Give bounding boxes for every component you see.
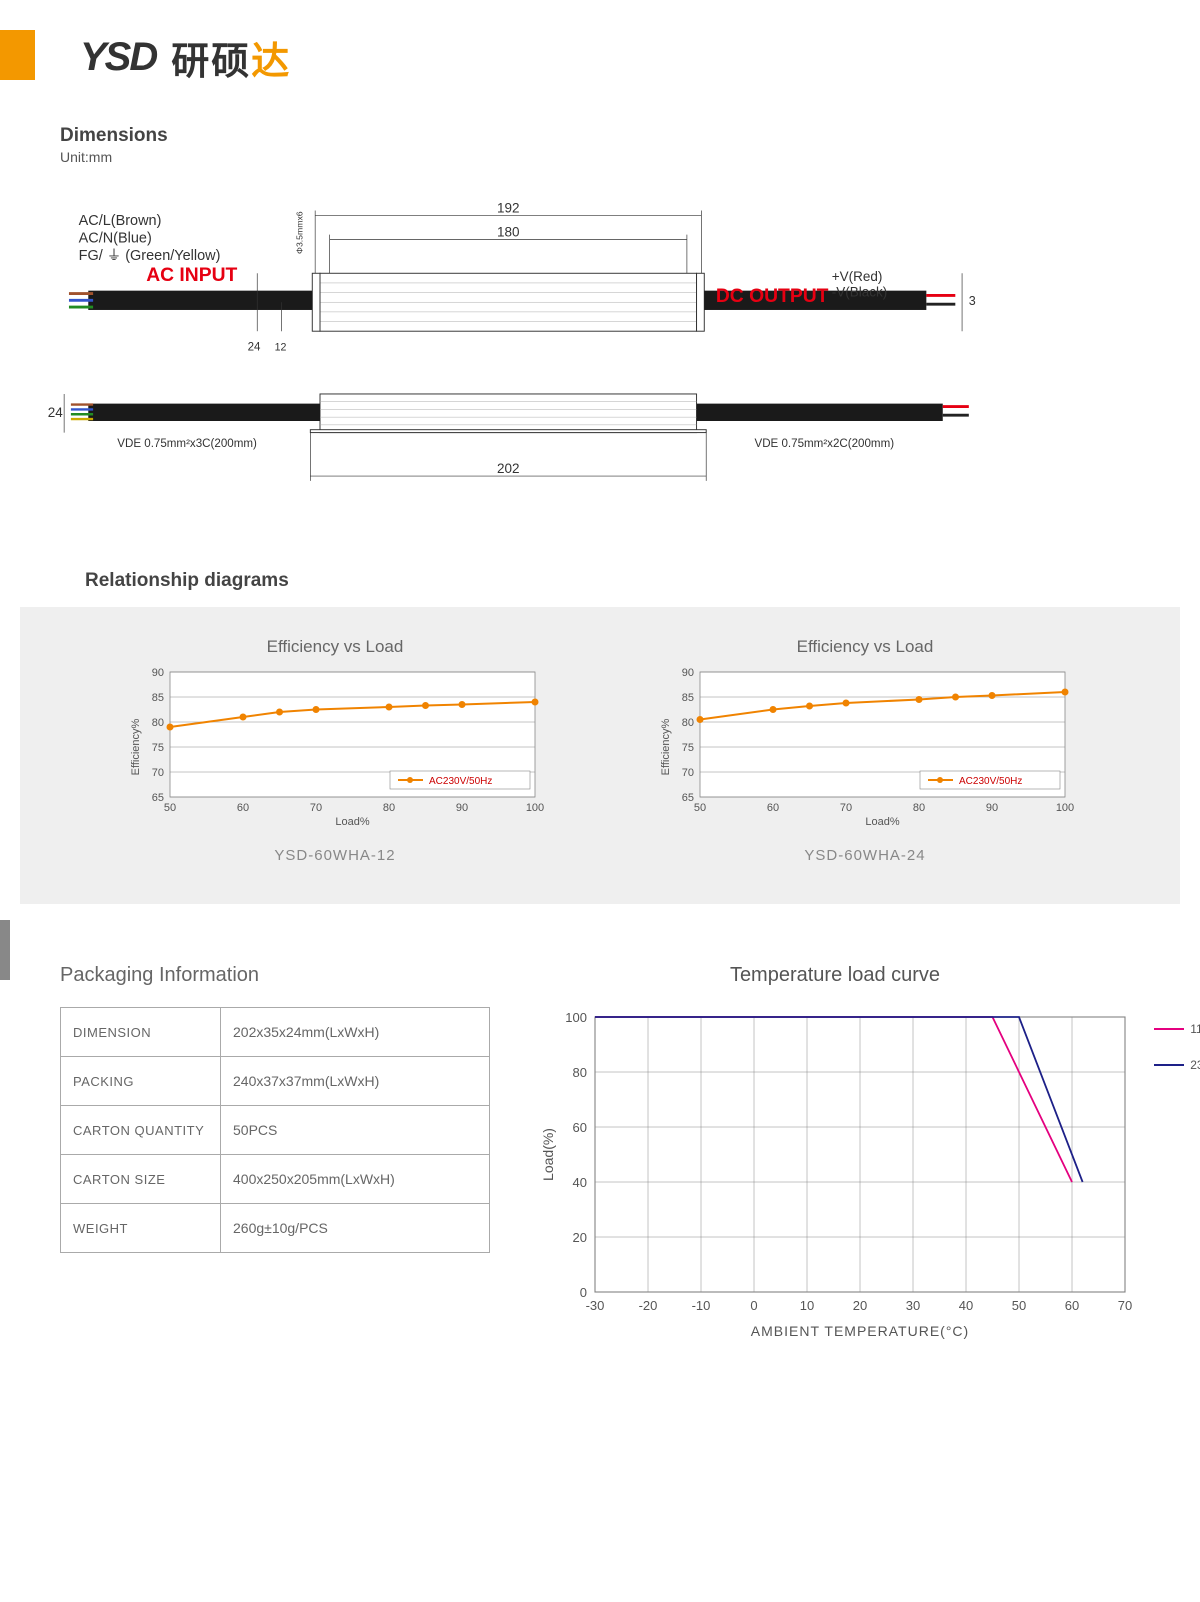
svg-text:85: 85 <box>152 692 164 704</box>
eff-chart-right-caption: YSD-60WHA-24 <box>645 847 1085 864</box>
svg-text:80: 80 <box>573 1065 587 1080</box>
eff-chart-left-caption: YSD-60WHA-12 <box>115 847 555 864</box>
eff-chart-right-title: Efficiency vs Load <box>645 637 1085 657</box>
svg-text:AC230V/50Hz: AC230V/50Hz <box>429 776 492 787</box>
table-row: CARTON SIZE400x250x205mm(LxWxH) <box>61 1155 490 1204</box>
svg-text:70: 70 <box>310 802 322 814</box>
grey-side-tab <box>0 920 10 980</box>
temperature-chart: Temperature load curve -30 -20 -10 0 10 20 30 4… <box>530 964 1140 1342</box>
svg-text:180: 180 <box>497 225 520 240</box>
dimensions-diagram: AC/L(Brown)AC/N(Blue)FG/ ⏚ (Green/Yellow… <box>40 200 1160 530</box>
svg-text:70: 70 <box>682 767 694 779</box>
svg-text:65: 65 <box>152 792 164 804</box>
svg-text:FG/ ⏚ (Green/Yellow): FG/ ⏚ (Green/Yellow) <box>79 247 221 264</box>
temp-legend: 115Vac 230Vac <box>1154 1022 1200 1094</box>
svg-text:Efficiency%: Efficiency% <box>660 718 672 775</box>
svg-text:20: 20 <box>573 1230 587 1245</box>
svg-text:+V(Red): +V(Red) <box>832 269 883 284</box>
svg-text:90: 90 <box>152 667 164 679</box>
svg-text:75: 75 <box>152 742 164 754</box>
svg-text:202: 202 <box>497 461 520 476</box>
svg-text:Efficiency%: Efficiency% <box>130 718 142 775</box>
temperature-title: Temperature load curve <box>530 964 1140 987</box>
svg-text:-30: -30 <box>586 1298 605 1313</box>
svg-text:AC/L(Brown): AC/L(Brown) <box>79 213 162 229</box>
eff-chart-left-title: Efficiency vs Load <box>115 637 555 657</box>
logo: YSD 研硕达 <box>80 30 1180 85</box>
logo-en: YSD <box>80 35 156 80</box>
table-row: WEIGHT260g±10g/PCS <box>61 1204 490 1253</box>
svg-text:AC INPUT: AC INPUT <box>146 265 237 286</box>
svg-text:Load(%): Load(%) <box>540 1128 556 1181</box>
svg-text:50: 50 <box>694 802 706 814</box>
orange-accent-tab <box>0 30 35 80</box>
svg-text:24: 24 <box>248 342 261 354</box>
logo-cn: 研硕达 <box>171 30 291 85</box>
svg-text:VDE 0.75mm²x2C(200mm): VDE 0.75mm²x2C(200mm) <box>754 438 894 450</box>
svg-text:60: 60 <box>1065 1298 1079 1313</box>
svg-text:Load%: Load% <box>335 816 369 827</box>
svg-text:70: 70 <box>1118 1298 1132 1313</box>
eff-chart-left: Efficiency vs Load 65 70 75 80 85 90 50 60 70 80 9… <box>115 637 555 864</box>
svg-text:192: 192 <box>497 200 520 215</box>
relationship-panel: Efficiency vs Load 65 70 75 80 85 90 50 60 70 80 9… <box>20 607 1180 904</box>
svg-text:AC230V/50Hz: AC230V/50Hz <box>959 776 1022 787</box>
packaging-info: Packaging Information DIMENSION202x35x24… <box>60 964 490 1342</box>
svg-text:65: 65 <box>682 792 694 804</box>
svg-text:3: 3 <box>969 294 976 308</box>
svg-text:80: 80 <box>152 717 164 729</box>
svg-text:40: 40 <box>573 1175 587 1190</box>
packaging-table: DIMENSION202x35x24mm(LxWxH)PACKING240x37… <box>60 1007 490 1253</box>
svg-text:90: 90 <box>456 802 468 814</box>
svg-text:24: 24 <box>48 405 64 420</box>
svg-text:0: 0 <box>750 1298 757 1313</box>
svg-text:Load%: Load% <box>865 816 899 827</box>
svg-text:-10: -10 <box>692 1298 711 1313</box>
table-row: PACKING240x37x37mm(LxWxH) <box>61 1057 490 1106</box>
svg-text:60: 60 <box>237 802 249 814</box>
dimensions-title: Dimensions <box>60 125 1180 147</box>
relationship-title: Relationship diagrams <box>85 570 1180 592</box>
svg-text:DC OUTPUT: DC OUTPUT <box>716 286 829 307</box>
svg-text:75: 75 <box>682 742 694 754</box>
svg-text:0: 0 <box>580 1285 587 1300</box>
dimensions-unit: Unit:mm <box>60 149 1180 165</box>
table-row: CARTON QUANTITY50PCS <box>61 1106 490 1155</box>
table-row: DIMENSION202x35x24mm(LxWxH) <box>61 1008 490 1057</box>
svg-text:40: 40 <box>959 1298 973 1313</box>
svg-text:90: 90 <box>986 802 998 814</box>
svg-text:70: 70 <box>152 767 164 779</box>
svg-text:VDE 0.75mm²x3C(200mm): VDE 0.75mm²x3C(200mm) <box>117 438 257 450</box>
svg-text:50: 50 <box>164 802 176 814</box>
svg-text:85: 85 <box>682 692 694 704</box>
svg-text:80: 80 <box>913 802 925 814</box>
svg-text:80: 80 <box>383 802 395 814</box>
svg-text:12: 12 <box>275 342 287 354</box>
svg-text:100: 100 <box>565 1012 587 1025</box>
svg-text:30: 30 <box>906 1298 920 1313</box>
svg-text:100: 100 <box>526 802 544 814</box>
svg-text:AC/N(Blue): AC/N(Blue) <box>79 230 152 246</box>
svg-text:-V(Black): -V(Black) <box>832 284 888 299</box>
svg-text:10: 10 <box>800 1298 814 1313</box>
svg-text:Φ3.5mmx6: Φ3.5mmx6 <box>295 211 305 254</box>
svg-text:80: 80 <box>682 717 694 729</box>
svg-text:90: 90 <box>682 667 694 679</box>
packaging-title: Packaging Information <box>60 964 490 987</box>
svg-text:-20: -20 <box>639 1298 658 1313</box>
svg-text:70: 70 <box>840 802 852 814</box>
svg-text:60: 60 <box>573 1120 587 1135</box>
svg-text:AMBIENT TEMPERATURE(°C): AMBIENT TEMPERATURE(°C) <box>751 1323 969 1339</box>
svg-text:100: 100 <box>1056 802 1074 814</box>
temp-legend-item: 115Vac <box>1154 1022 1200 1036</box>
svg-text:50: 50 <box>1012 1298 1026 1313</box>
svg-text:60: 60 <box>767 802 779 814</box>
eff-chart-right: Efficiency vs Load 65 70 75 80 85 90 50 60 70 80 9… <box>645 637 1085 864</box>
temp-legend-item: 230Vac <box>1154 1058 1200 1072</box>
svg-text:20: 20 <box>853 1298 867 1313</box>
